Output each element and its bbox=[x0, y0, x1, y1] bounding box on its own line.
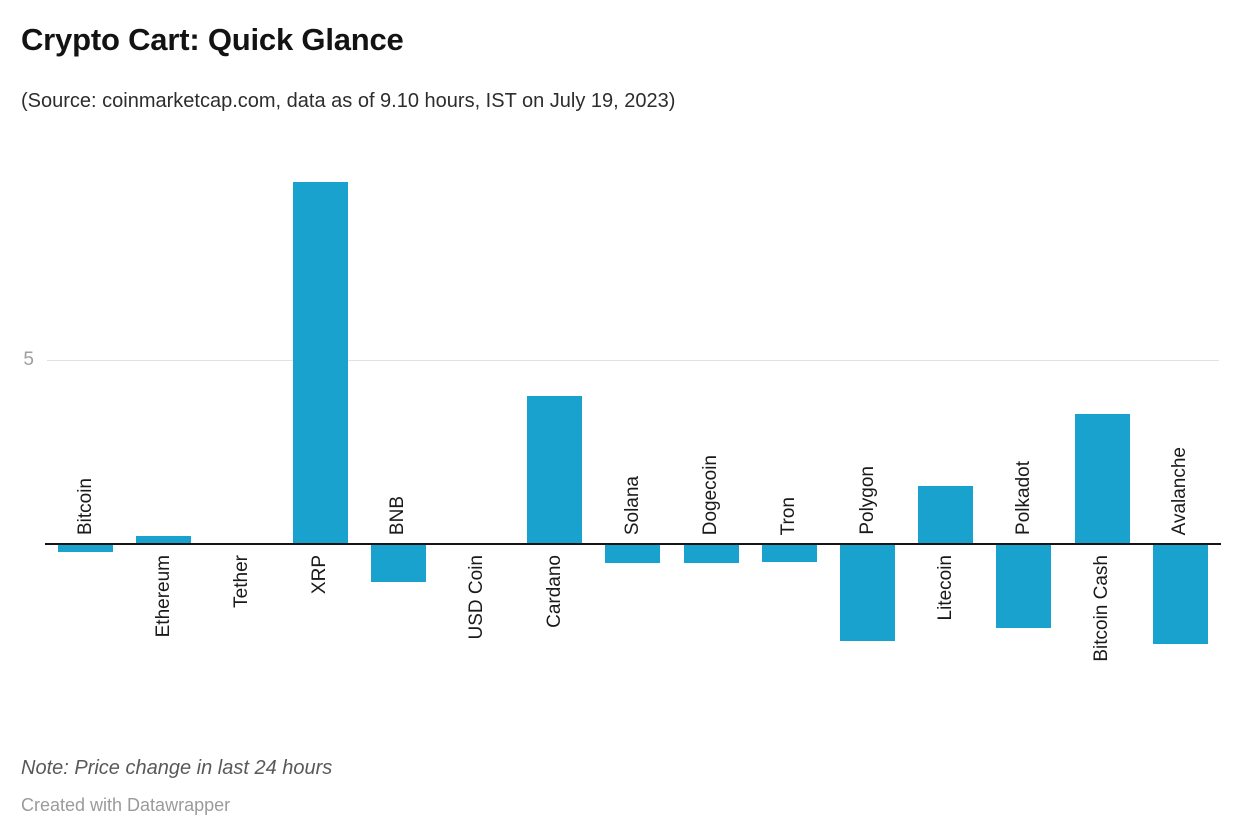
category-label-polkadot: Polkadot bbox=[1012, 461, 1034, 535]
category-label-cardano: Cardano bbox=[543, 555, 565, 628]
bar-ethereum bbox=[136, 535, 192, 543]
category-label-xrp: XRP bbox=[309, 555, 331, 595]
category-label-polygon: Polygon bbox=[856, 466, 878, 535]
datawrapper-credit: Created with Datawrapper bbox=[21, 795, 231, 815]
category-label-ethereum: Ethereum bbox=[152, 555, 174, 638]
bar-bitcoin-cash bbox=[1074, 414, 1130, 543]
bar-cardano bbox=[527, 395, 583, 543]
category-label-tron: Tron bbox=[778, 496, 800, 535]
chart-subtitle-source: (Source: coinmarketcap.com, data as of 9… bbox=[21, 90, 676, 112]
y-gridline-5 bbox=[47, 360, 1219, 361]
bar-litecoin bbox=[918, 485, 974, 543]
category-label-avalanche: Avalanche bbox=[1169, 446, 1191, 535]
bar-polkadot bbox=[996, 545, 1052, 628]
category-label-dogecoin: Dogecoin bbox=[700, 454, 722, 535]
category-label-bitcoin: Bitcoin bbox=[74, 477, 96, 535]
category-label-usd-coin: USD Coin bbox=[465, 555, 487, 640]
category-label-litecoin: Litecoin bbox=[934, 555, 956, 621]
category-label-bitcoin-cash: Bitcoin Cash bbox=[1091, 555, 1113, 662]
zero-baseline bbox=[45, 543, 1221, 545]
bar-tron bbox=[761, 545, 817, 562]
bar-avalanche bbox=[1152, 545, 1208, 645]
bar-xrp bbox=[292, 182, 348, 543]
bar-dogecoin bbox=[683, 545, 739, 564]
category-label-solana: Solana bbox=[621, 475, 643, 535]
chart-note: Note: Price change in last 24 hours bbox=[21, 757, 333, 779]
bar-bitcoin bbox=[58, 545, 113, 553]
page-title: Crypto Cart: Quick Glance bbox=[21, 22, 404, 57]
bar-polygon bbox=[840, 545, 895, 641]
bar-solana bbox=[605, 545, 661, 564]
category-label-tether: Tether bbox=[230, 555, 252, 608]
chart-plot-area: 5 Bitcoin Ethereum Tether XRP BNB USD Coin Car… bbox=[0, 140, 1240, 740]
bar-bnb bbox=[370, 545, 426, 582]
category-label-bnb: BNB bbox=[387, 495, 409, 535]
y-axis-tick-label: 5 bbox=[23, 349, 34, 370]
